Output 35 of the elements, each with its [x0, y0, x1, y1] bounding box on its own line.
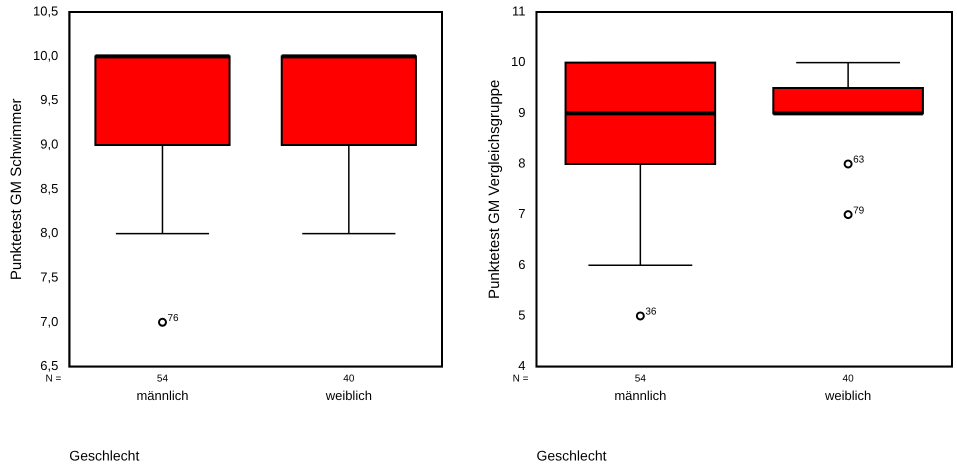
y-tick-label: 11	[512, 4, 526, 19]
x-tick-label: weiblich	[824, 388, 872, 403]
text: 40	[842, 373, 854, 384]
y-tick-label: 7,5	[40, 270, 58, 285]
annotation: 76	[167, 313, 180, 324]
text: N =	[45, 373, 62, 384]
annotation: 79	[853, 205, 865, 216]
y-tick-label: 8	[518, 156, 526, 171]
y-tick-label: 10,5	[32, 4, 58, 19]
x-tick-label: männlich	[614, 388, 666, 403]
text: 54	[634, 373, 646, 384]
x-axis-title: Geschlecht	[536, 447, 607, 464]
text: 40	[343, 373, 355, 384]
text: 54	[156, 373, 168, 384]
x-tick-label: männlich	[136, 388, 188, 403]
annotation: 36	[645, 306, 657, 318]
text: N =	[512, 373, 529, 384]
y-tick-label: 4	[518, 358, 526, 374]
y-tick-label: 7,0	[40, 314, 58, 329]
x-axis-title: Geschlecht	[69, 447, 140, 464]
y-tick-label: 5	[518, 308, 526, 323]
y-tick-label: 6	[518, 256, 526, 272]
y-tick-label: 9,0	[40, 136, 58, 152]
y-tick-label: 8,0	[40, 225, 58, 240]
x-tick-label: weiblich	[324, 388, 372, 403]
annotation: 63	[853, 154, 865, 166]
y-tick-label: 10,0	[32, 48, 58, 63]
y-tick-label: 10	[510, 54, 526, 70]
y-axis-title: Punktetest GM Vergleichsgruppe	[486, 80, 504, 299]
y-tick-label: 9,5	[40, 92, 58, 108]
y-tick-label: 9	[518, 104, 526, 120]
y-tick-label: 8,5	[40, 180, 58, 196]
y-tick-label: 7	[518, 206, 526, 222]
y-axis-title: Punktetest GM Schwimmer	[8, 98, 26, 280]
y-tick-label: 6,5	[40, 358, 58, 374]
